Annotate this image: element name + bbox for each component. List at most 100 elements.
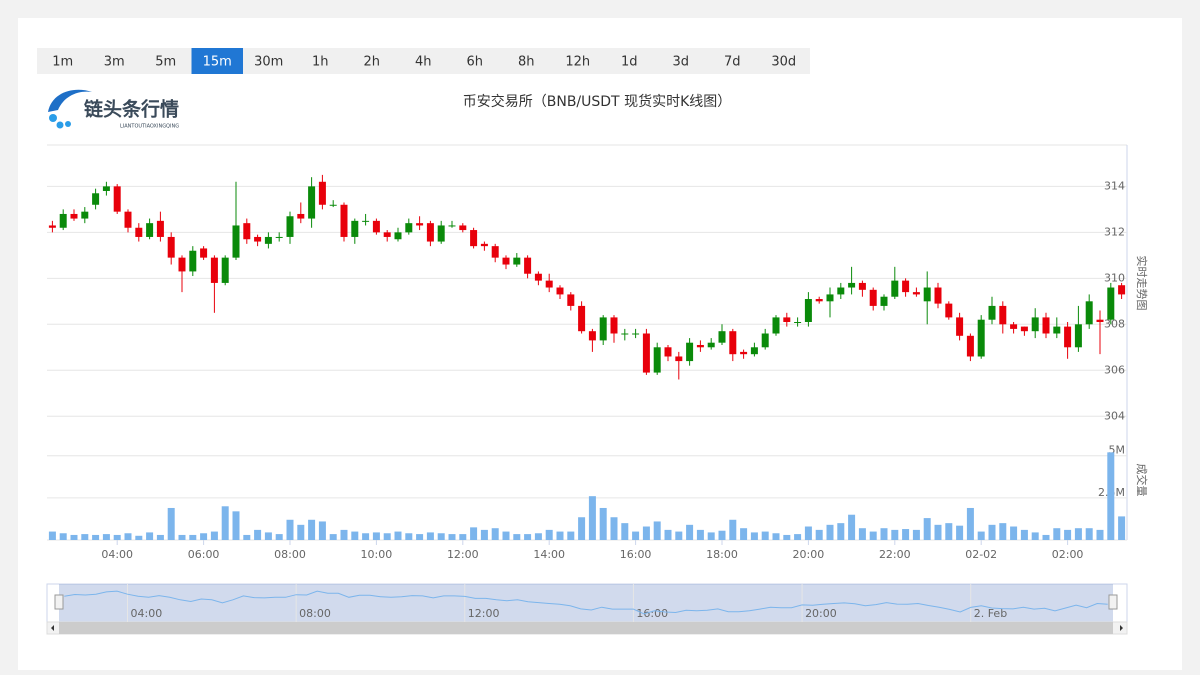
volume-bar <box>912 529 920 540</box>
volume-bar <box>221 506 229 540</box>
volume-bar <box>48 531 56 540</box>
range-button[interactable] <box>88 48 141 74</box>
navigator-mask[interactable] <box>59 584 1113 622</box>
candle-body <box>448 225 456 227</box>
range-button-label[interactable]: 30d <box>771 55 796 70</box>
navigator-handle[interactable] <box>1108 594 1118 610</box>
range-button[interactable] <box>552 48 604 74</box>
scrollbar-thumb[interactable] <box>59 622 1113 634</box>
volume-bar <box>556 531 564 540</box>
range-button-label[interactable]: 30m <box>254 55 283 70</box>
range-button-label[interactable]: 1d <box>621 55 638 70</box>
volume-bar <box>156 534 164 540</box>
range-button-label[interactable]: 3d <box>672 55 689 70</box>
range-button[interactable] <box>346 48 398 74</box>
volume-bar <box>1118 516 1126 540</box>
volume-bar <box>858 528 866 540</box>
candle-body <box>880 296 888 306</box>
volume-bar <box>966 507 974 540</box>
candle-body <box>340 204 348 237</box>
volume-bar <box>480 529 488 540</box>
range-button-label[interactable]: 3m <box>104 55 125 70</box>
y-tick-label: 306 <box>1104 363 1125 376</box>
candle-body <box>794 322 802 324</box>
y-tick-label: 312 <box>1104 225 1125 238</box>
candle-body <box>113 186 121 212</box>
volume-bar <box>459 534 467 540</box>
volume-bar <box>534 533 542 540</box>
candle-body <box>1053 326 1061 334</box>
volume-bar <box>837 523 845 540</box>
volume-bar <box>772 533 780 540</box>
range-button[interactable] <box>191 48 244 74</box>
candle-body <box>761 333 769 348</box>
x-tick-label: 02:00 <box>1052 548 1084 561</box>
volume-bar <box>340 529 348 540</box>
candle-body <box>200 248 208 258</box>
candle-body <box>988 305 996 320</box>
navigator-tick-label: 2. Feb <box>974 607 1007 620</box>
volume-bar <box>264 532 272 540</box>
candle-body <box>588 331 596 341</box>
volume-bar <box>372 532 380 540</box>
candle-body <box>275 236 283 238</box>
volume-bar <box>707 532 715 540</box>
range-button[interactable] <box>655 48 707 74</box>
candle-body <box>1096 319 1104 323</box>
y-axis-title: 实时走势图 <box>1135 256 1149 311</box>
candle-body <box>1042 317 1050 334</box>
x-tick-label: 18:00 <box>706 548 738 561</box>
candle-body <box>977 319 985 357</box>
navigator-handle[interactable] <box>54 594 64 610</box>
x-tick-label: 02-02 <box>965 548 997 561</box>
volume-bar <box>200 533 208 540</box>
range-button[interactable] <box>706 48 759 74</box>
range-button[interactable] <box>758 48 810 74</box>
candle-body <box>567 294 575 306</box>
volume-bar <box>70 534 78 540</box>
range-button[interactable] <box>397 48 450 74</box>
candle-body <box>470 230 478 247</box>
candle-body <box>135 227 143 237</box>
range-button[interactable] <box>37 48 89 74</box>
volume-bar <box>189 534 197 540</box>
range-button-label[interactable]: 12h <box>565 55 590 70</box>
candle-body <box>934 287 942 304</box>
candle-body <box>232 225 240 258</box>
range-button-label[interactable]: 8h <box>518 55 535 70</box>
range-button[interactable] <box>449 48 501 74</box>
volume-bar <box>783 534 791 540</box>
volume-bar <box>804 526 812 540</box>
y-tick-label: 304 <box>1104 409 1125 422</box>
candle-body <box>923 287 931 302</box>
volume-bar <box>1020 529 1028 540</box>
range-button[interactable] <box>603 48 656 74</box>
range-button-label[interactable]: 5m <box>155 55 176 70</box>
range-button[interactable] <box>140 48 192 74</box>
volume-bar <box>513 534 521 540</box>
candle-body <box>1085 301 1093 325</box>
range-button-label[interactable]: 2h <box>363 55 380 70</box>
navigator-line <box>64 590 1108 615</box>
range-button-label[interactable]: 4h <box>415 55 432 70</box>
candle-body <box>956 317 964 336</box>
x-tick-label: 20:00 <box>793 548 825 561</box>
candle-body <box>610 317 618 334</box>
candle-body <box>707 342 715 348</box>
range-button-label[interactable]: 7d <box>724 55 741 70</box>
logo-name: 链头条行情 <box>84 98 179 121</box>
candle-body <box>740 351 748 355</box>
volume-bar <box>394 531 402 540</box>
range-button-label[interactable]: 1m <box>52 55 73 70</box>
range-button-label[interactable]: 1h <box>312 55 329 70</box>
candle-body <box>416 223 424 226</box>
range-button-label[interactable]: 15m <box>203 55 232 70</box>
candle-body <box>426 223 434 242</box>
range-button[interactable] <box>500 48 553 74</box>
range-button[interactable] <box>294 48 347 74</box>
candle-body <box>524 257 532 274</box>
volume-bar <box>232 511 240 540</box>
range-button-label[interactable]: 6h <box>466 55 483 70</box>
range-button[interactable] <box>243 48 295 74</box>
